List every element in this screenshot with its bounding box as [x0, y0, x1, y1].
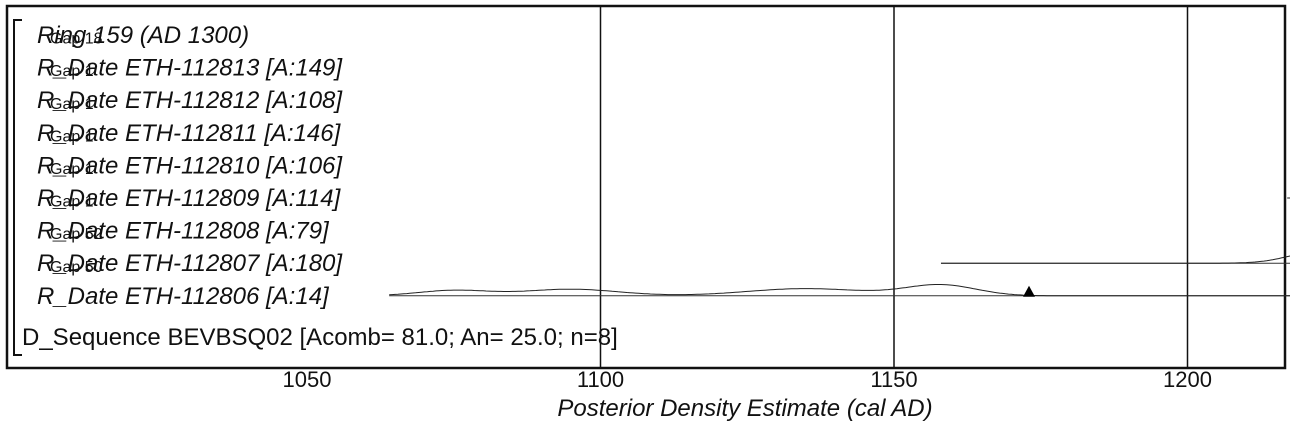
- plot-frame: [5, 4, 1287, 370]
- x-tick-label: 1100: [577, 367, 624, 392]
- row-label: R_Date ETH-112807 [A:180]: [37, 250, 343, 277]
- row-label: R_Date ETH-112809 [A:114]: [37, 185, 342, 212]
- row-label: Ring 159 (AD 1300): [37, 22, 249, 49]
- sequence-summary: D_Sequence BEVBSQ02 [Acomb= 81.0; An= 25…: [22, 324, 618, 351]
- density-curve: [389, 284, 1290, 297]
- sequence-bracket: [13, 19, 22, 356]
- row-label: R_Date ETH-112813 [A:149]: [37, 55, 343, 82]
- bracket-line: [13, 19, 22, 356]
- x-tick-label: 1050: [283, 367, 332, 392]
- density-row: Ring 159 (AD 1300): [37, 22, 249, 49]
- density-curve: [941, 255, 1290, 264]
- x-axis-ticks: 1050110011501200125013001350: [283, 367, 1212, 392]
- density-row: Gap 18 R_Date ETH-112813 [A:149]: [37, 31, 343, 82]
- gap-label: Gap 50: [50, 259, 103, 276]
- density-row: Gap 1 R_Date ETH-112808 [A:79]: [37, 194, 330, 245]
- row-label: R_Date ETH-112810 [A:106]: [37, 152, 343, 179]
- density-row: Gap 50 R_Date ETH-112806 [A:14]: [37, 259, 1290, 310]
- row-label: R_Date ETH-112808 [A:79]: [37, 218, 330, 245]
- density-row: Gap 52 R_Date ETH-112807 [A:180]: [37, 226, 1290, 277]
- x-axis-label: Posterior Density Estimate (cal AD): [557, 395, 932, 422]
- gap-label: Gap 1: [50, 96, 94, 113]
- x-tick-label: 1200: [1163, 367, 1212, 392]
- row-label: R_Date ETH-112811 [A:146]: [37, 120, 342, 147]
- row-label: R_Date ETH-112806 [A:14]: [37, 283, 330, 310]
- gap-label: Gap 1: [50, 128, 94, 145]
- median-marker: [1023, 285, 1036, 297]
- gap-label: Gap 1: [50, 194, 94, 211]
- density-row: Gap 1R_Date ETH-112812 [A:108]: [37, 63, 343, 114]
- x-tick-label: 1150: [870, 367, 917, 392]
- density-row: Gap 1R_Date ETH-112811 [A:146]: [37, 96, 342, 147]
- gap-label: Gap 1: [50, 161, 94, 178]
- gap-label: Gap 1: [50, 63, 94, 80]
- gap-label: Gap 18: [50, 31, 103, 48]
- density-row: Gap 1R_Date ETH-112810 [A:106]: [37, 128, 343, 179]
- gap-label: Gap 52: [50, 226, 103, 243]
- row-label: R_Date ETH-112812 [A:108]: [37, 87, 343, 114]
- grid-lines: [599, 6, 1189, 368]
- density-row: Gap 1R_Date ETH-112809 [A:114]: [37, 161, 1290, 212]
- density-rows: Ring 159 (AD 1300)Gap 18 R_Date ETH-11281…: [37, 22, 1290, 310]
